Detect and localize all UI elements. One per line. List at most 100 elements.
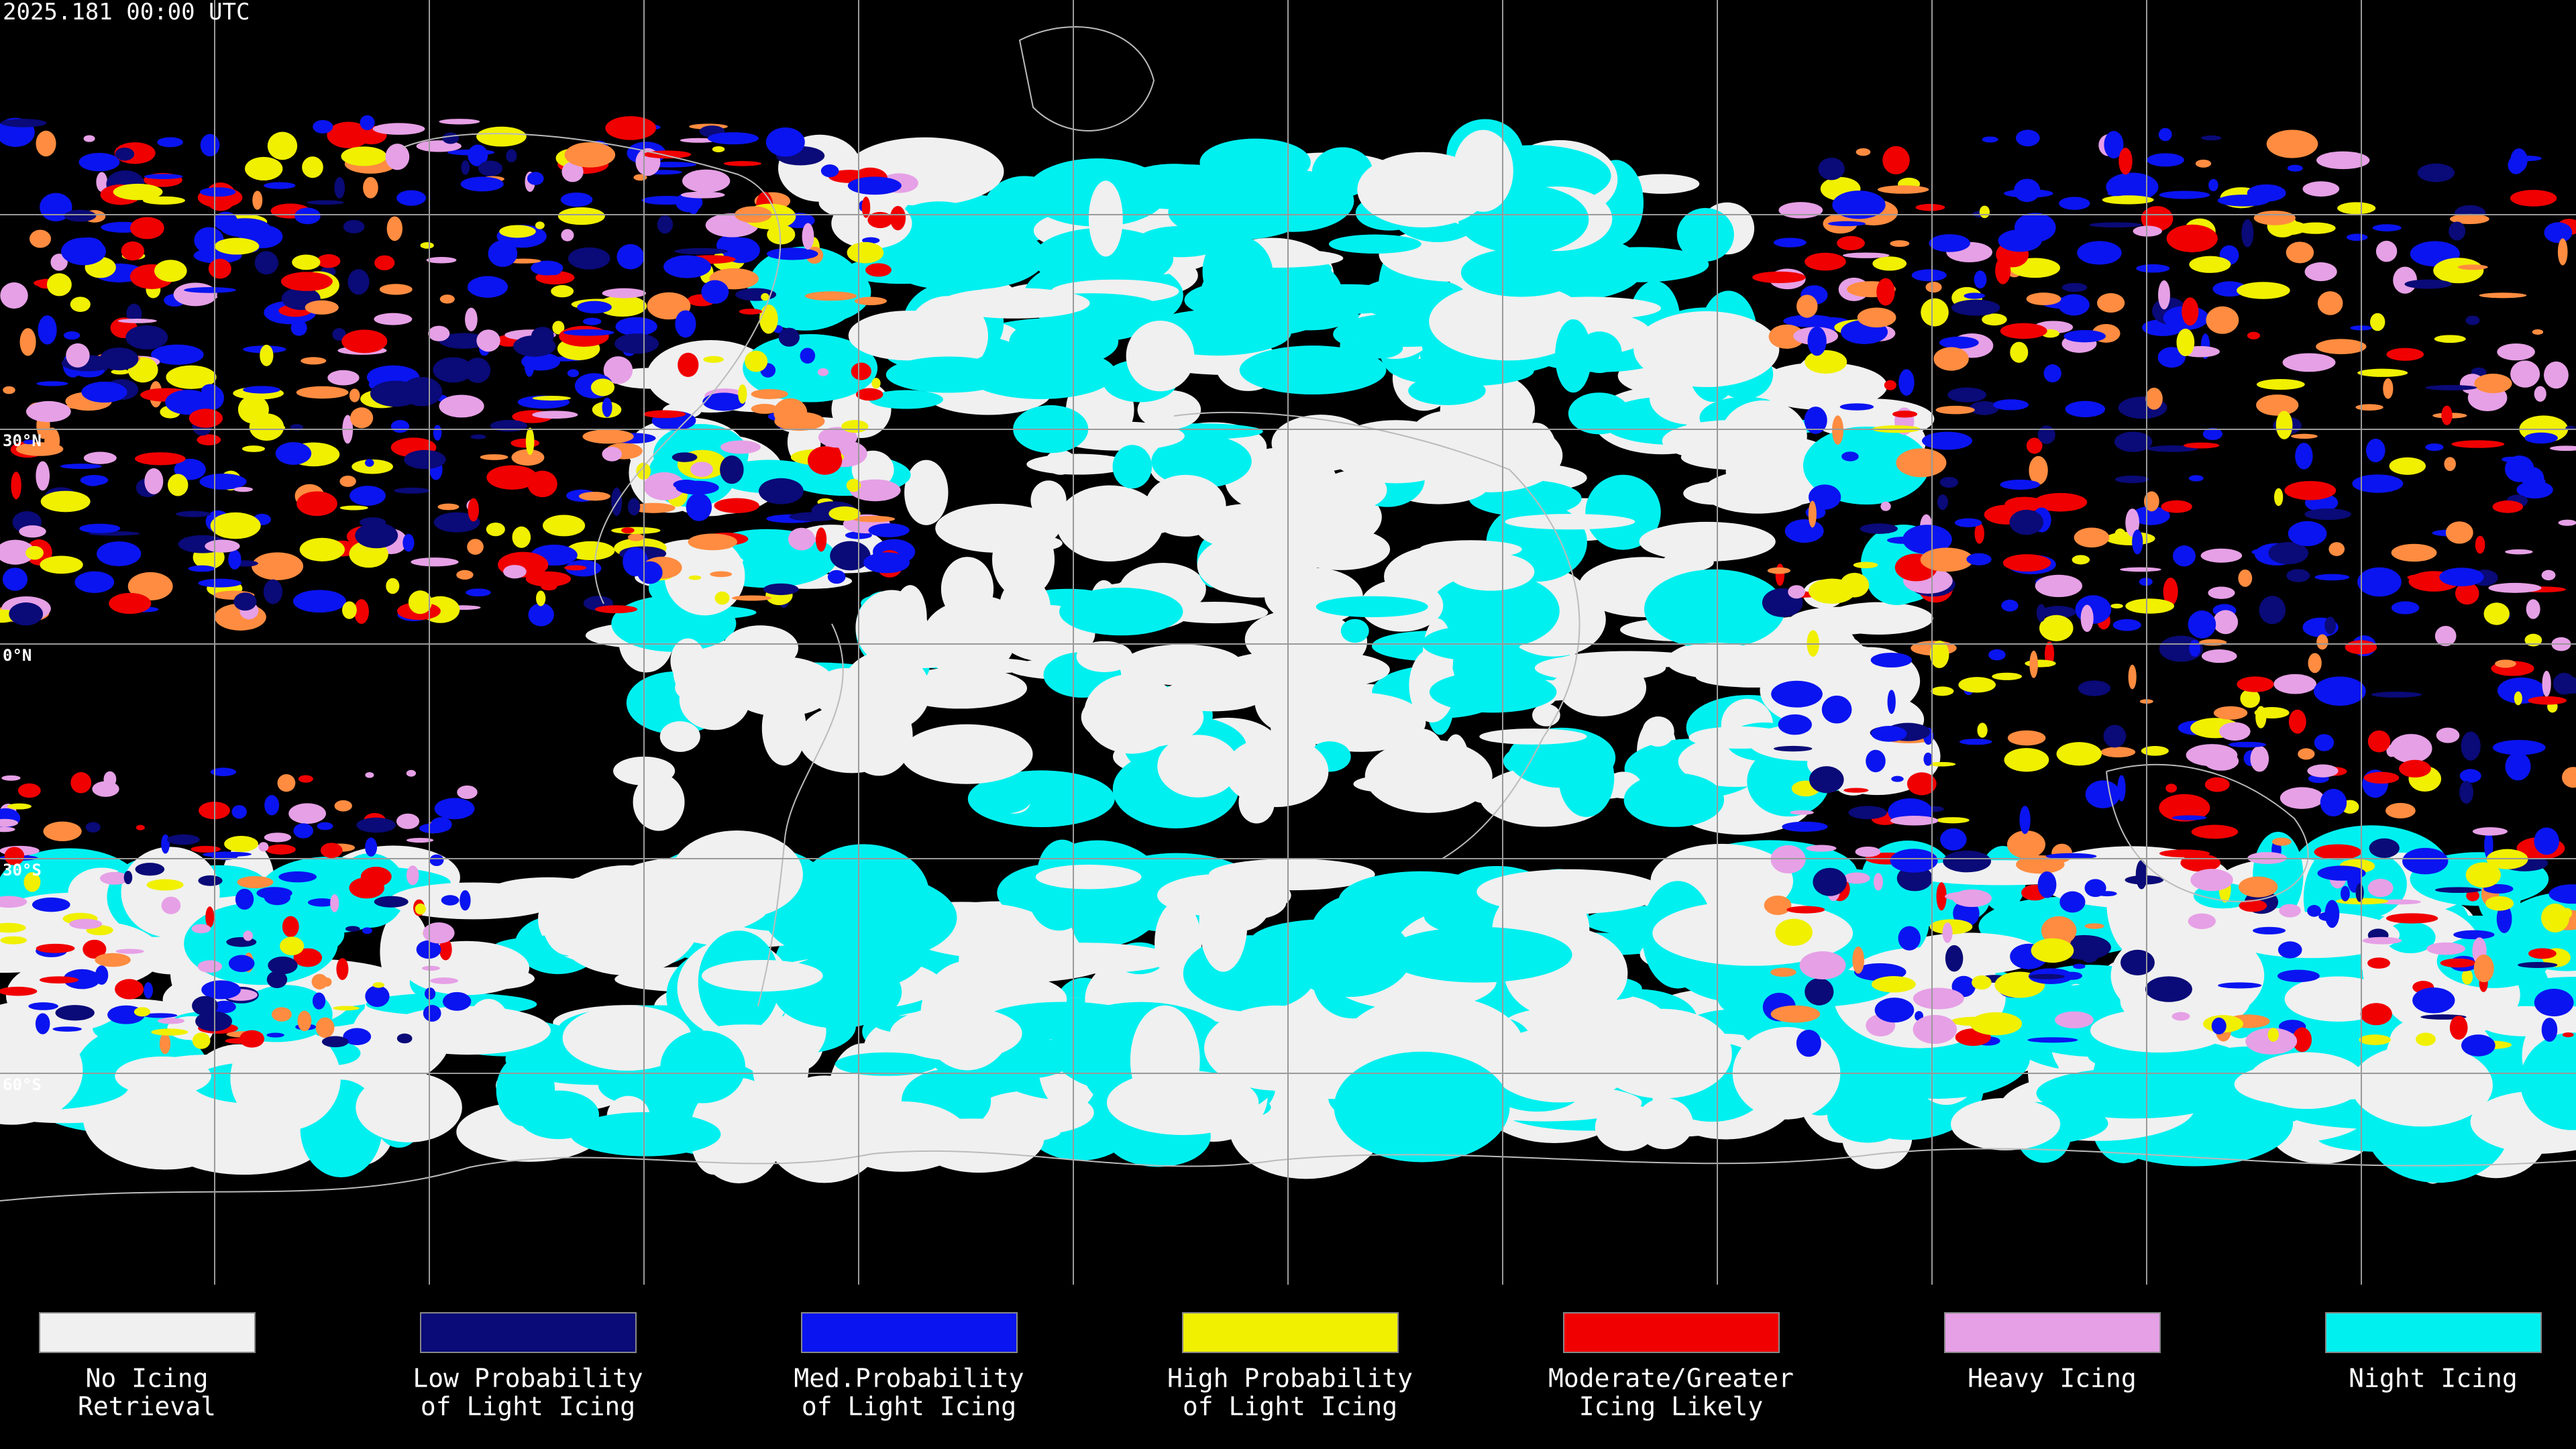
cloud-patch <box>25 400 71 423</box>
cloud-patch <box>0 922 26 933</box>
cloud-patch <box>2279 787 2324 809</box>
cloud-patch <box>2497 677 2546 704</box>
cloud-patch <box>788 527 815 551</box>
cloud-patch <box>2117 775 2126 802</box>
cloud-patch <box>268 956 298 975</box>
cloud-patch <box>252 552 304 580</box>
cloud-patch <box>2029 650 2038 678</box>
cloud-patch <box>1947 387 1987 402</box>
cloud-patch <box>867 211 893 229</box>
cloud-patch <box>1866 749 1886 773</box>
cloud-patch <box>2009 509 2044 535</box>
cloud-patch <box>2275 411 2293 439</box>
cloud-patch <box>2073 963 2086 969</box>
cloud-patch <box>2201 135 2222 141</box>
cloud-patch <box>1920 547 1974 572</box>
cloud-patch <box>1081 686 1204 748</box>
cloud-patch <box>32 897 70 912</box>
cloud-patch <box>855 388 883 401</box>
cloud-patch <box>2314 844 2362 860</box>
cloud-patch <box>499 225 536 238</box>
cloud-patch <box>258 842 269 852</box>
cloud-patch <box>1923 752 1933 766</box>
cloud-patch <box>1321 470 1387 510</box>
legend-swatch <box>1563 1312 1780 1353</box>
cloud-patch <box>1778 714 1812 735</box>
cloud-patch <box>511 449 545 466</box>
cloud-patch <box>2074 527 2110 548</box>
cloud-patch <box>1783 315 1837 327</box>
cloud-patch <box>421 965 440 971</box>
cloud-patch <box>254 251 278 275</box>
cloud-patch <box>817 368 829 376</box>
cloud-patch <box>2391 601 2420 614</box>
cloud-patch <box>2369 838 2400 858</box>
cloud-patch <box>531 327 554 345</box>
cloud-patch <box>2139 578 2153 586</box>
cloud-patch <box>0 936 27 945</box>
cloud-patch <box>293 823 313 839</box>
cloud-patch <box>2279 904 2301 918</box>
cloud-patch <box>616 244 645 270</box>
cloud-patch <box>2425 443 2444 451</box>
cloud-patch <box>2542 670 2551 697</box>
cloud-patch <box>115 1056 211 1096</box>
cloud-patch <box>2287 164 2303 172</box>
cloud-patch <box>201 980 241 1000</box>
cloud-patch <box>2346 233 2368 241</box>
cloud-patch <box>2562 767 2576 788</box>
graticule <box>0 0 2576 1285</box>
cloud-patch <box>2479 292 2527 299</box>
cloud-patch <box>2558 519 2576 526</box>
cloud-patch <box>359 517 386 528</box>
cloud-patch <box>1877 185 1929 194</box>
cloud-patch <box>282 916 299 938</box>
cloud-patch <box>2102 195 2154 205</box>
cloud-patch <box>1958 677 1996 693</box>
cloud-patch <box>199 473 247 490</box>
cloud-patch <box>2100 747 2136 757</box>
cloud-patch <box>2314 734 2334 751</box>
cloud-patch <box>402 533 415 552</box>
cloud-patch <box>605 116 657 140</box>
cloud-patch <box>855 590 928 665</box>
cloud-patch <box>157 137 183 148</box>
cloud-patch <box>2441 405 2453 425</box>
cloud-patch <box>2121 949 2155 975</box>
cloud-patch <box>297 1010 312 1032</box>
cloud-patch <box>2027 1037 2078 1043</box>
cloud-patch <box>1907 772 1937 796</box>
cloud-patch <box>173 282 217 307</box>
cloud-patch <box>712 146 725 153</box>
cloud-patch <box>97 541 142 567</box>
cloud-patch <box>597 295 647 317</box>
cloud-patch <box>2080 604 2094 633</box>
cloud-patch <box>2254 706 2290 719</box>
cloud-patch <box>2543 361 2569 389</box>
cloud-patch <box>266 971 288 988</box>
cloud-patch <box>2051 843 2073 863</box>
cloud-patch <box>2015 129 2040 147</box>
cloud-patch <box>1898 369 1915 396</box>
cloud-patch <box>1204 1005 1349 1091</box>
cloud-patch <box>301 357 327 365</box>
cloud-patch <box>2461 1034 2496 1057</box>
cloud-patch <box>2534 988 2574 1017</box>
cloud-patch <box>2473 954 2494 983</box>
cloud-patch <box>1775 564 1785 586</box>
cloud-patch <box>23 439 36 445</box>
cloud-patch <box>374 896 409 908</box>
cloud-patch <box>2465 315 2480 325</box>
cloud-patch <box>2161 500 2192 513</box>
cloud-patch <box>35 1013 50 1034</box>
cloud-patch <box>2505 752 2531 781</box>
latitude-label: 0°N <box>3 646 32 665</box>
cloud-patch <box>212 1000 236 1014</box>
cloud-patch <box>989 943 1175 974</box>
cloud-patch <box>2001 599 2019 612</box>
cloud-patch <box>341 146 387 166</box>
cloud-patch <box>2172 815 2207 820</box>
cloud-patch <box>406 865 419 885</box>
cloud-patch <box>1896 865 1933 892</box>
